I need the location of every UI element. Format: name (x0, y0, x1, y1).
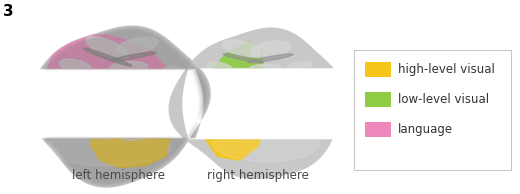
Ellipse shape (74, 86, 112, 100)
Ellipse shape (85, 128, 120, 139)
Ellipse shape (223, 40, 261, 57)
Ellipse shape (287, 101, 311, 110)
Ellipse shape (48, 127, 171, 166)
Ellipse shape (59, 59, 92, 74)
Ellipse shape (67, 75, 102, 83)
Ellipse shape (86, 37, 129, 59)
Ellipse shape (228, 103, 268, 108)
Ellipse shape (248, 108, 285, 119)
Text: 3: 3 (3, 4, 14, 19)
Polygon shape (45, 30, 205, 183)
Bar (365, 122, 391, 137)
Ellipse shape (109, 78, 151, 82)
FancyBboxPatch shape (354, 50, 511, 170)
Ellipse shape (76, 101, 116, 107)
Ellipse shape (259, 128, 290, 138)
Polygon shape (43, 29, 207, 184)
Ellipse shape (105, 109, 145, 120)
Ellipse shape (52, 80, 79, 89)
Ellipse shape (227, 89, 265, 101)
Ellipse shape (120, 123, 155, 129)
Ellipse shape (210, 76, 237, 83)
Text: right hemisphere: right hemisphere (207, 169, 309, 182)
Ellipse shape (147, 80, 177, 91)
Ellipse shape (57, 103, 87, 117)
Ellipse shape (207, 106, 235, 118)
Ellipse shape (142, 116, 173, 123)
Ellipse shape (83, 122, 121, 125)
Ellipse shape (279, 75, 309, 84)
Polygon shape (199, 93, 265, 161)
Ellipse shape (250, 41, 291, 58)
Text: language: language (398, 123, 453, 136)
Polygon shape (37, 34, 173, 108)
Ellipse shape (114, 106, 158, 110)
Polygon shape (40, 25, 211, 188)
Polygon shape (42, 27, 209, 186)
Ellipse shape (213, 125, 319, 162)
Ellipse shape (254, 122, 288, 126)
Ellipse shape (111, 52, 157, 61)
Ellipse shape (223, 54, 263, 63)
Ellipse shape (261, 87, 296, 100)
Ellipse shape (113, 90, 155, 102)
Ellipse shape (116, 37, 158, 54)
Ellipse shape (228, 130, 259, 139)
Polygon shape (207, 42, 265, 108)
Polygon shape (151, 51, 193, 131)
Bar (365, 92, 391, 107)
Ellipse shape (288, 90, 314, 103)
PathPatch shape (40, 25, 211, 188)
Text: high-level visual: high-level visual (398, 63, 495, 76)
PathPatch shape (168, 27, 334, 179)
Ellipse shape (109, 61, 148, 75)
Ellipse shape (258, 101, 294, 107)
Ellipse shape (211, 119, 237, 125)
Bar (365, 62, 391, 77)
Ellipse shape (244, 79, 282, 83)
Text: left hemisphere: left hemisphere (72, 169, 164, 182)
Ellipse shape (83, 48, 132, 66)
Polygon shape (168, 27, 334, 179)
Polygon shape (90, 98, 173, 168)
Ellipse shape (291, 110, 315, 121)
Ellipse shape (121, 130, 154, 140)
Ellipse shape (246, 64, 282, 77)
Ellipse shape (147, 104, 177, 116)
Ellipse shape (149, 66, 178, 82)
Text: low-level visual: low-level visual (398, 93, 489, 106)
Ellipse shape (282, 61, 313, 77)
Ellipse shape (207, 62, 236, 76)
Ellipse shape (248, 54, 293, 63)
